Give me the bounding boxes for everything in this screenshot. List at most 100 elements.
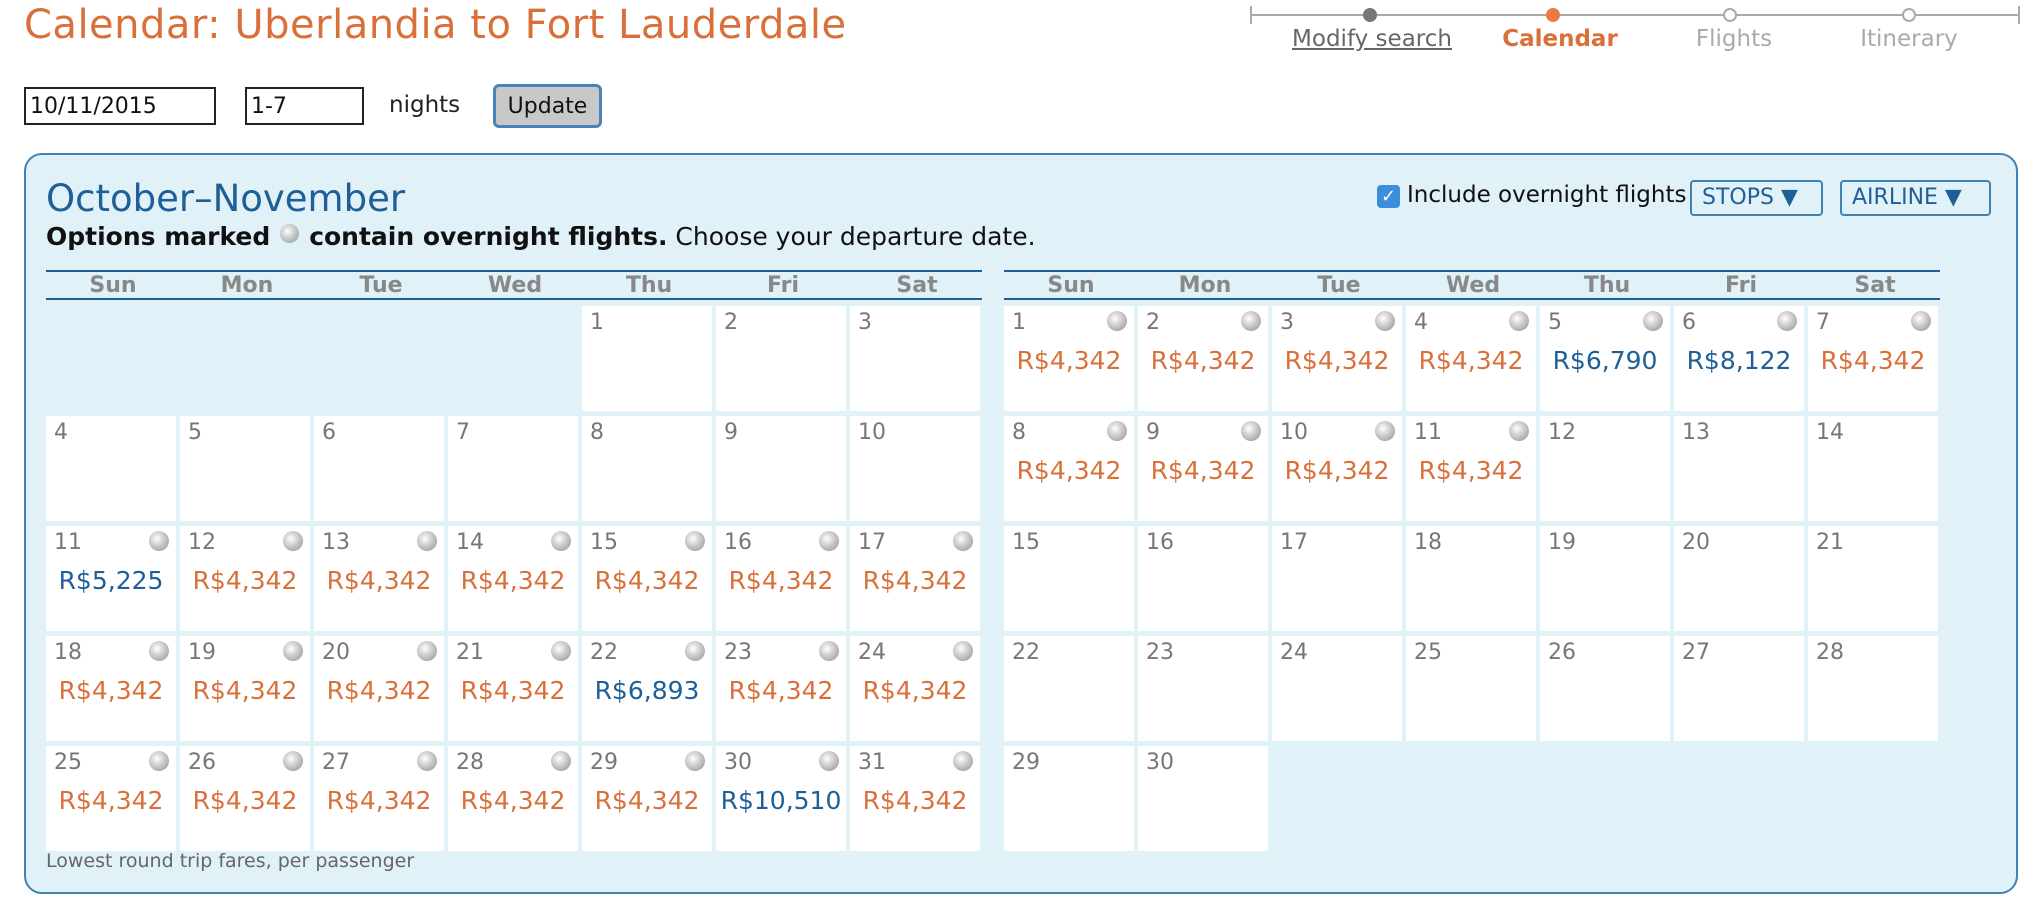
fare-price[interactable]: R$4,342 bbox=[594, 566, 700, 595]
day-number: 2 bbox=[1146, 310, 1160, 335]
include-overnight-checkbox[interactable]: ✓ bbox=[1377, 185, 1400, 208]
moon-icon bbox=[1107, 311, 1127, 331]
calendar-day-nov-8[interactable]: 8 R$4,342 bbox=[1004, 416, 1134, 521]
fare-price[interactable]: R$4,342 bbox=[862, 676, 968, 705]
fare-price[interactable]: R$4,342 bbox=[728, 676, 834, 705]
day-number: 15 bbox=[1012, 530, 1040, 555]
calendar-day-nov-4[interactable]: 4 R$4,342 bbox=[1406, 306, 1536, 411]
moon-icon bbox=[953, 751, 973, 771]
calendar-day-oct-29[interactable]: 29 R$4,342 bbox=[582, 746, 712, 851]
calendar-day-nov-11[interactable]: 11 R$4,342 bbox=[1406, 416, 1536, 521]
calendar-day-oct-7: 7 bbox=[448, 416, 578, 521]
update-button[interactable]: Update bbox=[493, 84, 602, 128]
fare-price[interactable]: R$4,342 bbox=[460, 676, 566, 705]
calendar-day-nov-19: 19 bbox=[1540, 526, 1670, 631]
calendar-day-oct-15[interactable]: 15 R$4,342 bbox=[582, 526, 712, 631]
fare-price[interactable]: R$4,342 bbox=[192, 566, 298, 595]
fare-price[interactable]: R$4,342 bbox=[1016, 346, 1122, 375]
calendar-day-oct-30[interactable]: 30 R$10,510 bbox=[716, 746, 846, 851]
calendar-day-nov-2[interactable]: 2 R$4,342 bbox=[1138, 306, 1268, 411]
fare-price[interactable]: R$5,225 bbox=[58, 566, 164, 595]
day-number: 11 bbox=[1414, 420, 1442, 445]
calendar-day-nov-21: 21 bbox=[1808, 526, 1938, 631]
day-number: 7 bbox=[456, 420, 470, 445]
step-calendar: Calendar bbox=[1502, 26, 1618, 52]
stops-dropdown[interactable]: STOPS ▼ bbox=[1690, 180, 1823, 216]
include-overnight-label[interactable]: Include overnight flights bbox=[1407, 182, 1687, 208]
fare-price[interactable]: R$4,342 bbox=[594, 786, 700, 815]
calendar-day-nov-1[interactable]: 1 R$4,342 bbox=[1004, 306, 1134, 411]
weekday-label: Thu bbox=[1583, 273, 1631, 298]
fare-price[interactable]: R$4,342 bbox=[58, 676, 164, 705]
calendar-day-nov-22: 22 bbox=[1004, 636, 1134, 741]
fare-price[interactable]: R$4,342 bbox=[1418, 346, 1524, 375]
calendar-day-oct-16[interactable]: 16 R$4,342 bbox=[716, 526, 846, 631]
moon-icon bbox=[149, 751, 169, 771]
fare-price[interactable]: R$4,342 bbox=[460, 786, 566, 815]
calendar-day-nov-5[interactable]: 5 R$6,790 bbox=[1540, 306, 1670, 411]
calendar-day-nov-16: 16 bbox=[1138, 526, 1268, 631]
calendar-day-oct-31[interactable]: 31 R$4,342 bbox=[850, 746, 980, 851]
moon-icon bbox=[417, 531, 437, 551]
fare-price[interactable]: R$6,893 bbox=[594, 676, 700, 705]
day-number: 27 bbox=[1682, 640, 1710, 665]
moon-icon bbox=[283, 641, 303, 661]
calendar-day-oct-3: 3 bbox=[850, 306, 980, 411]
calendar-month-title: October–November bbox=[46, 177, 406, 220]
calendar-day-oct-12[interactable]: 12 R$4,342 bbox=[180, 526, 310, 631]
calendar-day-oct-25[interactable]: 25 R$4,342 bbox=[46, 746, 176, 851]
calendar-day-nov-3[interactable]: 3 R$4,342 bbox=[1272, 306, 1402, 411]
fare-price[interactable]: R$4,342 bbox=[326, 566, 432, 595]
calendar-day-nov-10[interactable]: 10 R$4,342 bbox=[1272, 416, 1402, 521]
fare-price[interactable]: R$4,342 bbox=[192, 676, 298, 705]
calendar-day-oct-14[interactable]: 14 R$4,342 bbox=[448, 526, 578, 631]
calendar-day-oct-24[interactable]: 24 R$4,342 bbox=[850, 636, 980, 741]
moon-icon bbox=[417, 641, 437, 661]
calendar-day-oct-22[interactable]: 22 R$6,893 bbox=[582, 636, 712, 741]
fare-price[interactable]: R$4,342 bbox=[326, 676, 432, 705]
fare-price[interactable]: R$4,342 bbox=[1150, 456, 1256, 485]
step-modify-search-link[interactable]: Modify search bbox=[1292, 26, 1452, 52]
fare-price[interactable]: R$4,342 bbox=[1150, 346, 1256, 375]
calendar-day-oct-26[interactable]: 26 R$4,342 bbox=[180, 746, 310, 851]
calendar-day-nov-14: 14 bbox=[1808, 416, 1938, 521]
day-number: 1 bbox=[1012, 310, 1026, 335]
fare-price[interactable]: R$4,342 bbox=[1284, 456, 1390, 485]
calendar-day-nov-7[interactable]: 7 R$4,342 bbox=[1808, 306, 1938, 411]
calendar-day-nov-29: 29 bbox=[1004, 746, 1134, 851]
calendar-day-oct-17[interactable]: 17 R$4,342 bbox=[850, 526, 980, 631]
moon-icon bbox=[685, 751, 705, 771]
fare-price[interactable]: R$4,342 bbox=[192, 786, 298, 815]
fare-price[interactable]: R$4,342 bbox=[58, 786, 164, 815]
calendar-day-oct-23[interactable]: 23 R$4,342 bbox=[716, 636, 846, 741]
day-number: 24 bbox=[1280, 640, 1308, 665]
departure-date-input[interactable] bbox=[24, 87, 216, 125]
calendar-day-oct-27[interactable]: 27 R$4,342 bbox=[314, 746, 444, 851]
weekday-label: Sat bbox=[1854, 273, 1896, 298]
calendar-day-nov-9[interactable]: 9 R$4,342 bbox=[1138, 416, 1268, 521]
fare-price[interactable]: R$4,342 bbox=[862, 566, 968, 595]
calendar-day-oct-13[interactable]: 13 R$4,342 bbox=[314, 526, 444, 631]
fare-price[interactable]: R$4,342 bbox=[1284, 346, 1390, 375]
fare-price[interactable]: R$4,342 bbox=[326, 786, 432, 815]
calendar-day-oct-11[interactable]: 11 R$5,225 bbox=[46, 526, 176, 631]
fare-price[interactable]: R$4,342 bbox=[728, 566, 834, 595]
calendar-day-nov-6[interactable]: 6 R$8,122 bbox=[1674, 306, 1804, 411]
airline-dropdown[interactable]: AIRLINE ▼ bbox=[1840, 180, 1991, 216]
fare-price[interactable]: R$4,342 bbox=[1016, 456, 1122, 485]
calendar-day-oct-21[interactable]: 21 R$4,342 bbox=[448, 636, 578, 741]
weekday-header-row: Sun Mon Tue Wed Thu Fri Sat bbox=[1004, 270, 1940, 300]
calendar-day-oct-20[interactable]: 20 R$4,342 bbox=[314, 636, 444, 741]
fare-price[interactable]: R$4,342 bbox=[460, 566, 566, 595]
fare-price[interactable]: R$8,122 bbox=[1686, 346, 1792, 375]
nights-range-input[interactable] bbox=[245, 87, 364, 125]
fare-price[interactable]: R$10,510 bbox=[720, 786, 842, 815]
calendar-day-oct-2: 2 bbox=[716, 306, 846, 411]
fare-price[interactable]: R$4,342 bbox=[862, 786, 968, 815]
fare-price[interactable]: R$6,790 bbox=[1552, 346, 1658, 375]
fare-price[interactable]: R$4,342 bbox=[1820, 346, 1926, 375]
calendar-day-oct-19[interactable]: 19 R$4,342 bbox=[180, 636, 310, 741]
calendar-day-oct-18[interactable]: 18 R$4,342 bbox=[46, 636, 176, 741]
calendar-day-oct-28[interactable]: 28 R$4,342 bbox=[448, 746, 578, 851]
fare-price[interactable]: R$4,342 bbox=[1418, 456, 1524, 485]
